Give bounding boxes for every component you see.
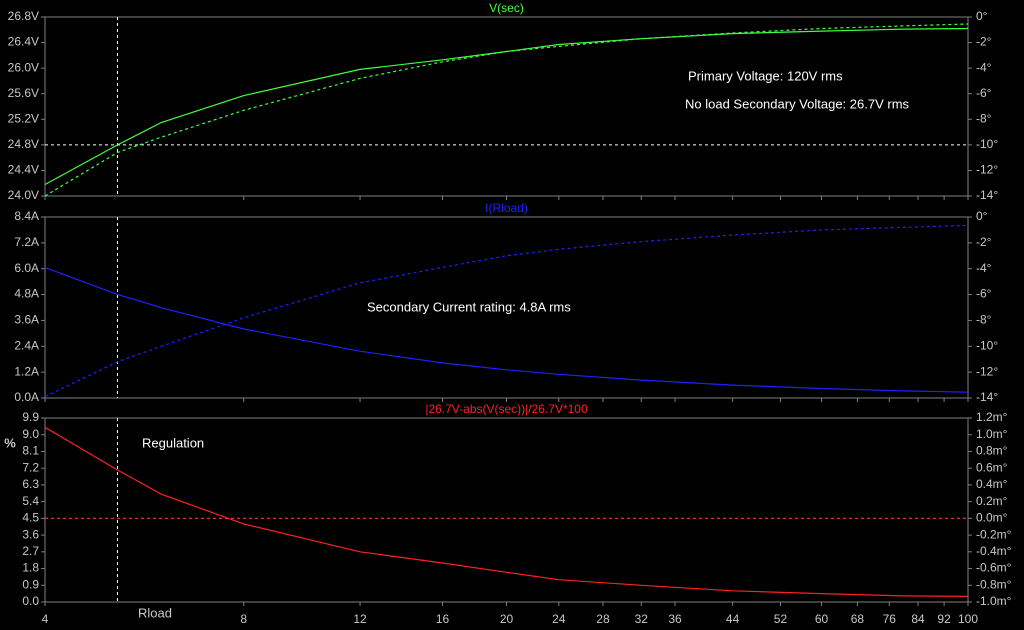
y-tick-label: 26.4V: [8, 35, 39, 49]
y2-tick-label: 0.8m°: [976, 444, 1008, 458]
x-tick-label: 100: [958, 612, 978, 626]
y2-tick-label: -10°: [976, 137, 998, 151]
x-tick-label: 92: [937, 612, 951, 626]
y-tick-label: 9.0: [22, 427, 39, 441]
y-axis-label: %: [4, 435, 16, 450]
x-tick-label: 68: [851, 612, 865, 626]
pane-title: |26.7V-abs(V(sec))|/26.7V*100: [425, 402, 588, 416]
y2-tick-label: -8°: [976, 111, 992, 125]
y2-tick-label: -0.2m°: [976, 527, 1012, 541]
x-tick-label: 36: [668, 612, 682, 626]
trace: [44, 267, 969, 393]
y2-tick-label: -10°: [976, 338, 998, 352]
y2-tick-label: 0.4m°: [976, 477, 1008, 491]
x-tick-label: 28: [596, 612, 610, 626]
annotation: Secondary Current rating: 4.8A rms: [367, 299, 571, 314]
y-tick-label: 24.4V: [8, 163, 39, 177]
y-tick-label: 0.9: [22, 577, 39, 591]
x-tick-label: 52: [774, 612, 788, 626]
trace: [44, 23, 969, 197]
y-tick-label: 0.0: [22, 594, 39, 608]
y2-tick-label: 1.2m°: [976, 410, 1008, 424]
x-tick-label: 84: [911, 612, 925, 626]
x-tick-label: 16: [436, 612, 450, 626]
y-tick-label: 24.0V: [8, 188, 39, 202]
y2-tick-label: -0.8m°: [976, 577, 1012, 591]
y-tick-label: 4.8A: [14, 287, 39, 301]
x-tick-label: 8: [240, 612, 247, 626]
trace: [44, 224, 969, 398]
y2-tick-label: 0°: [976, 9, 988, 23]
y2-tick-label: 0°: [976, 209, 988, 223]
y2-tick-label: -6°: [976, 86, 992, 100]
x-tick-label: 32: [635, 612, 649, 626]
annotation: Regulation: [142, 435, 204, 450]
y-tick-label: 24.8V: [8, 137, 39, 151]
y-tick-label: 6.0A: [14, 261, 39, 275]
x-tick-label: 44: [726, 612, 740, 626]
y2-tick-label: -0.4m°: [976, 544, 1012, 558]
y-tick-label: 5.4: [22, 494, 39, 508]
y2-tick-label: 0.2m°: [976, 494, 1008, 508]
y-tick-label: 25.2V: [8, 111, 39, 125]
y-tick-label: 26.8V: [8, 9, 39, 23]
x-tick-label: 24: [552, 612, 566, 626]
y2-tick-label: -6°: [976, 287, 992, 301]
y-tick-label: 6.3: [22, 477, 39, 491]
x-tick-label: 60: [815, 612, 829, 626]
x-tick-label: 76: [883, 612, 897, 626]
y-tick-label: 8.4A: [14, 209, 39, 223]
y-tick-label: 25.6V: [8, 86, 39, 100]
y-tick-label: 26.0V: [8, 60, 39, 74]
y-tick-label: 2.4A: [14, 338, 39, 352]
y-tick-label: 8.1: [22, 444, 39, 458]
pane-title: V(sec): [489, 1, 524, 15]
y2-tick-label: -8°: [976, 313, 992, 327]
x-tick-label: 20: [500, 612, 514, 626]
y2-tick-label: -4°: [976, 60, 992, 74]
y2-tick-label: 1.0m°: [976, 427, 1008, 441]
y2-tick-label: -4°: [976, 261, 992, 275]
y-tick-label: 4.5: [22, 511, 39, 525]
y-tick-label: 7.2A: [14, 235, 39, 249]
trace: [44, 426, 969, 597]
y-tick-label: 2.7: [22, 544, 39, 558]
y-tick-label: 3.6A: [14, 313, 39, 327]
x-tick-label: 4: [42, 612, 49, 626]
y2-tick-label: -14°: [976, 188, 998, 202]
x-axis-label: Rload: [138, 605, 172, 620]
y2-tick-label: -12°: [976, 163, 998, 177]
annotation: No load Secondary Voltage: 26.7V rms: [685, 96, 910, 111]
pane-title: I(Rload): [485, 201, 528, 215]
y2-tick-label: -14°: [976, 390, 998, 404]
y-tick-label: 3.6: [22, 527, 39, 541]
y2-tick-label: 0.6m°: [976, 460, 1008, 474]
y2-tick-label: -2°: [976, 35, 992, 49]
y-tick-label: 1.2A: [14, 364, 39, 378]
y2-tick-label: -2°: [976, 235, 992, 249]
y2-tick-label: 0.0m°: [976, 511, 1008, 525]
x-tick-label: 12: [353, 612, 367, 626]
y2-tick-label: -0.6m°: [976, 561, 1012, 575]
y-tick-label: 0.0A: [14, 390, 39, 404]
y-tick-label: 7.2: [22, 460, 39, 474]
y2-tick-label: -1.0m°: [976, 594, 1012, 608]
y-tick-label: 9.9: [22, 410, 39, 424]
y-tick-label: 1.8: [22, 561, 39, 575]
y2-tick-label: -12°: [976, 364, 998, 378]
annotation: Primary Voltage: 120V rms: [688, 68, 843, 83]
